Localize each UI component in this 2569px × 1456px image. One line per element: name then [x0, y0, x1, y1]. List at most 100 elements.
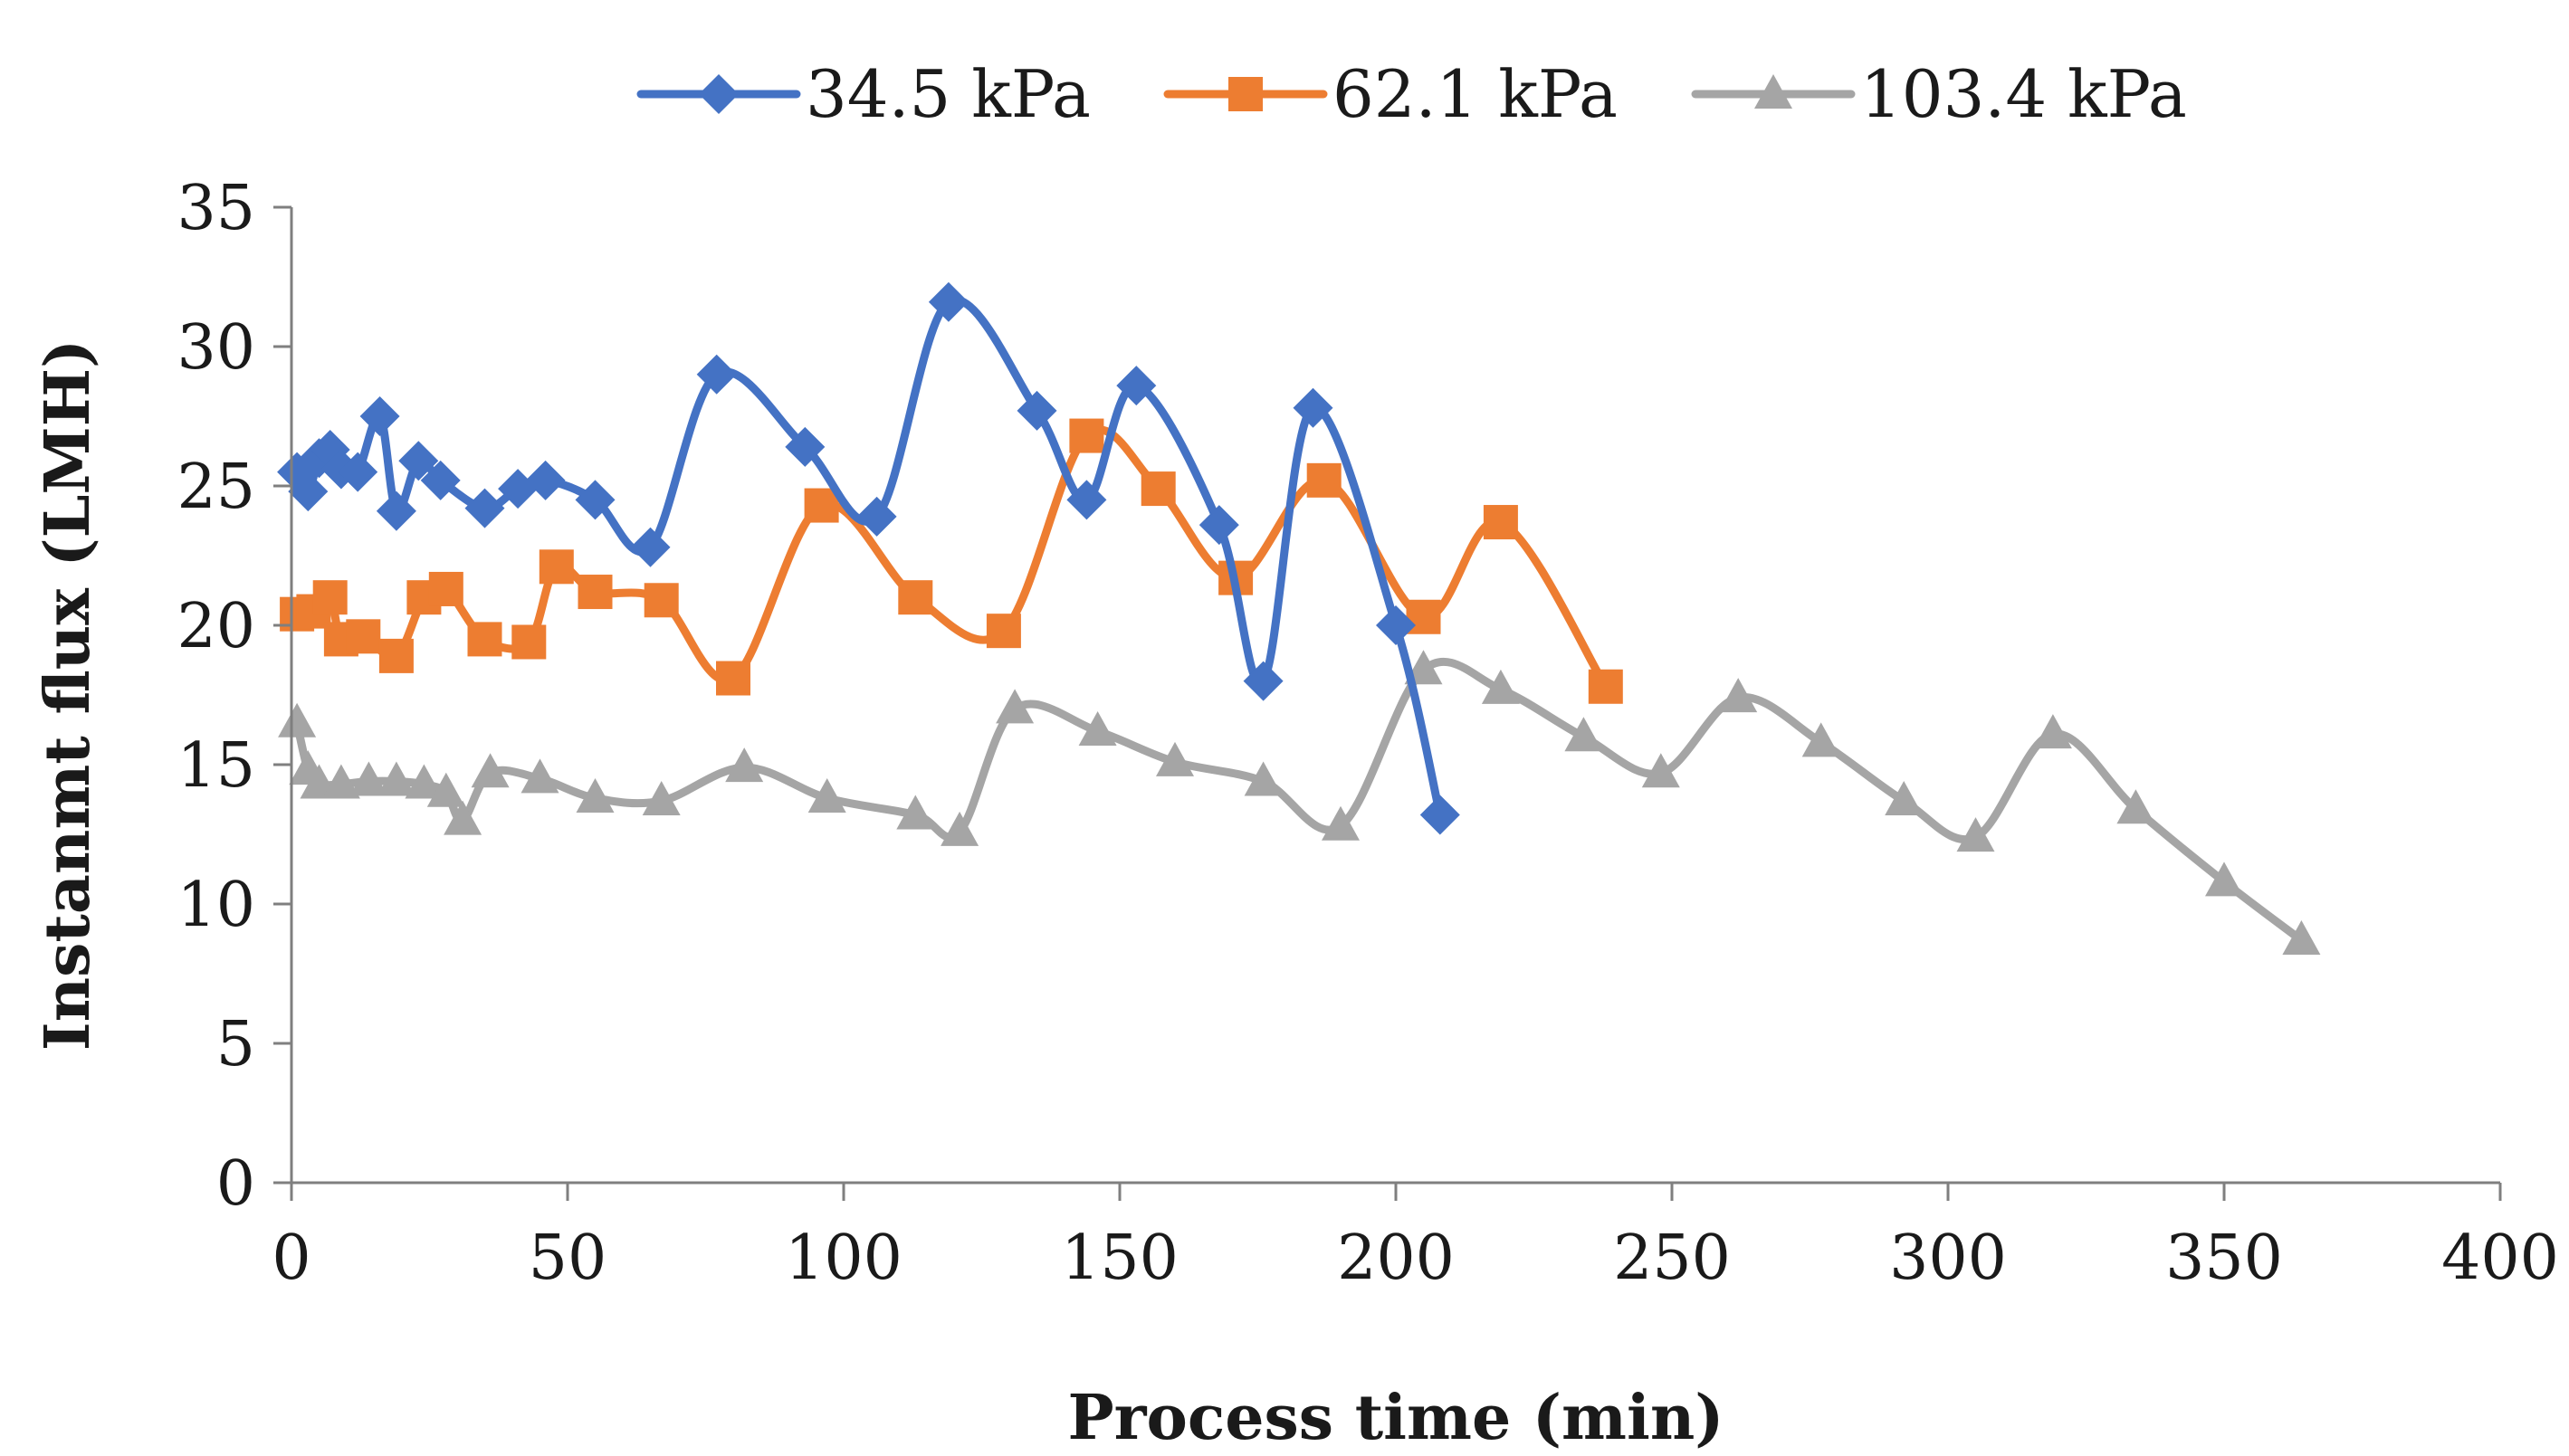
data-point-103-4-kpa: [2282, 920, 2321, 956]
data-point-103-4-kpa: [1322, 805, 1360, 841]
data-point-34-5-kpa: [1293, 387, 1333, 428]
data-point-103-4-kpa: [2205, 861, 2243, 897]
legend-marker: [1228, 77, 1263, 111]
data-point-103-4-kpa: [807, 777, 846, 813]
data-point-103-4-kpa: [642, 781, 681, 816]
x-tick-label: 250: [1613, 1223, 1731, 1294]
data-point-103-4-kpa: [1885, 781, 1924, 816]
data-point-103-4-kpa: [896, 795, 935, 830]
data-point-62-1-kpa: [428, 571, 463, 606]
data-point-62-1-kpa: [716, 661, 750, 696]
y-ticks: 0 5 10 15 20 25 30 35: [177, 173, 291, 1220]
data-point-34-5-kpa: [1066, 480, 1107, 520]
series-103-4-kpa: [278, 650, 2321, 956]
data-point-62-1-kpa: [1141, 471, 1176, 507]
data-point-62-1-kpa: [511, 624, 547, 660]
y-tick-label: 15: [177, 730, 255, 802]
data-point-34-5-kpa: [420, 460, 461, 500]
data-point-103-4-kpa: [1956, 817, 1995, 852]
legend-label: 34.5 kPa: [806, 56, 1091, 132]
data-point-103-4-kpa: [1078, 711, 1117, 747]
data-point-103-4-kpa: [1156, 741, 1194, 776]
data-point-103-4-kpa: [1641, 753, 1680, 788]
data-point-62-1-kpa: [467, 622, 502, 657]
data-point-62-1-kpa: [1306, 462, 1342, 498]
data-point-103-4-kpa: [471, 753, 510, 788]
data-point-34-5-kpa: [630, 527, 671, 567]
data-point-34-5-kpa: [464, 488, 505, 528]
data-point-62-1-kpa: [346, 619, 381, 654]
data-point-62-1-kpa: [1069, 418, 1104, 453]
data-point-34-5-kpa: [1243, 661, 1284, 701]
y-tick-label: 25: [177, 452, 255, 523]
data-point-34-5-kpa: [575, 480, 616, 520]
data-point-62-1-kpa: [312, 580, 348, 615]
y-axis-title: Instanmt flux (LMH): [32, 339, 104, 1051]
x-axis-title: Process time (min): [1068, 1382, 1724, 1454]
data-point-103-4-kpa: [321, 764, 360, 799]
data-point-103-4-kpa: [1481, 669, 1520, 704]
data-point-34-5-kpa: [928, 281, 969, 322]
legend-label: 103.4 kPa: [1860, 56, 2187, 132]
x-tick-label: 400: [2441, 1223, 2559, 1294]
data-point-34-5-kpa: [1419, 795, 1460, 835]
data-point-103-4-kpa: [725, 747, 764, 783]
data-point-103-4-kpa: [1404, 650, 1443, 685]
data-point-103-4-kpa: [1244, 761, 1283, 796]
data-point-103-4-kpa: [377, 761, 415, 796]
data-point-103-4-kpa: [941, 811, 979, 846]
data-point-103-4-kpa: [2033, 714, 2072, 749]
data-point-34-5-kpa: [1116, 366, 1157, 406]
x-tick-label: 0: [272, 1223, 310, 1294]
data-point-62-1-kpa: [1483, 505, 1518, 540]
data-point-34-5-kpa: [310, 429, 350, 470]
legend-marker: [1754, 74, 1792, 109]
data-point-103-4-kpa: [1801, 722, 1840, 757]
y-tick-label: 30: [177, 312, 255, 384]
data-point-34-5-kpa: [1376, 605, 1416, 645]
data-point-62-1-kpa: [539, 549, 574, 585]
x-tick-label: 300: [1889, 1223, 2007, 1294]
data-point-34-5-kpa: [359, 396, 400, 436]
data-point-103-4-kpa: [1719, 678, 1758, 713]
x-ticks: 0 50 100 150 200 250 300 350 400: [272, 1183, 2559, 1294]
y-tick-label: 20: [177, 591, 255, 662]
data-point-62-1-kpa: [1588, 669, 1623, 704]
data-point-34-5-kpa: [338, 452, 378, 492]
legend-label: 62.1 kPa: [1332, 56, 1618, 132]
y-tick-label: 10: [177, 870, 255, 941]
series-62-1-kpa: [280, 418, 1623, 704]
series-layer: [277, 281, 2321, 956]
data-point-34-5-kpa: [525, 460, 566, 500]
data-point-62-1-kpa: [804, 488, 839, 523]
series-34-5-kpa: [277, 281, 1460, 835]
data-point-103-4-kpa: [1564, 717, 1603, 752]
data-point-34-5-kpa: [1017, 390, 1057, 431]
x-tick-label: 100: [785, 1223, 902, 1294]
series-line-34-5-kpa: [292, 295, 1445, 819]
data-point-34-5-kpa: [696, 354, 737, 395]
data-point-103-4-kpa: [2116, 789, 2155, 824]
data-point-103-4-kpa: [576, 777, 615, 813]
x-tick-label: 350: [2165, 1223, 2283, 1294]
legend-item-34-5-kpa: 34.5 kPa: [636, 56, 1091, 132]
x-tick-label: 200: [1337, 1223, 1455, 1294]
y-tick-label: 0: [216, 1148, 255, 1220]
data-point-103-4-kpa: [426, 772, 465, 807]
data-point-34-5-kpa: [1199, 505, 1239, 546]
data-point-103-4-kpa: [444, 800, 482, 835]
data-point-62-1-kpa: [644, 583, 679, 618]
data-point-103-4-kpa: [996, 689, 1035, 724]
legend-item-62-1-kpa: 62.1 kPa: [1163, 56, 1618, 132]
data-point-34-5-kpa: [398, 441, 439, 481]
data-point-103-4-kpa: [278, 702, 317, 738]
data-point-34-5-kpa: [785, 426, 826, 467]
data-point-103-4-kpa: [349, 761, 388, 796]
legend-item-103-4-kpa: 103.4 kPa: [1691, 56, 2187, 132]
legend: 34.5 kPa 62.1 kPa 103.4 kPa: [636, 56, 2187, 132]
data-point-34-5-kpa: [856, 496, 897, 537]
y-tick-label: 35: [177, 173, 255, 244]
data-point-62-1-kpa: [378, 638, 414, 673]
